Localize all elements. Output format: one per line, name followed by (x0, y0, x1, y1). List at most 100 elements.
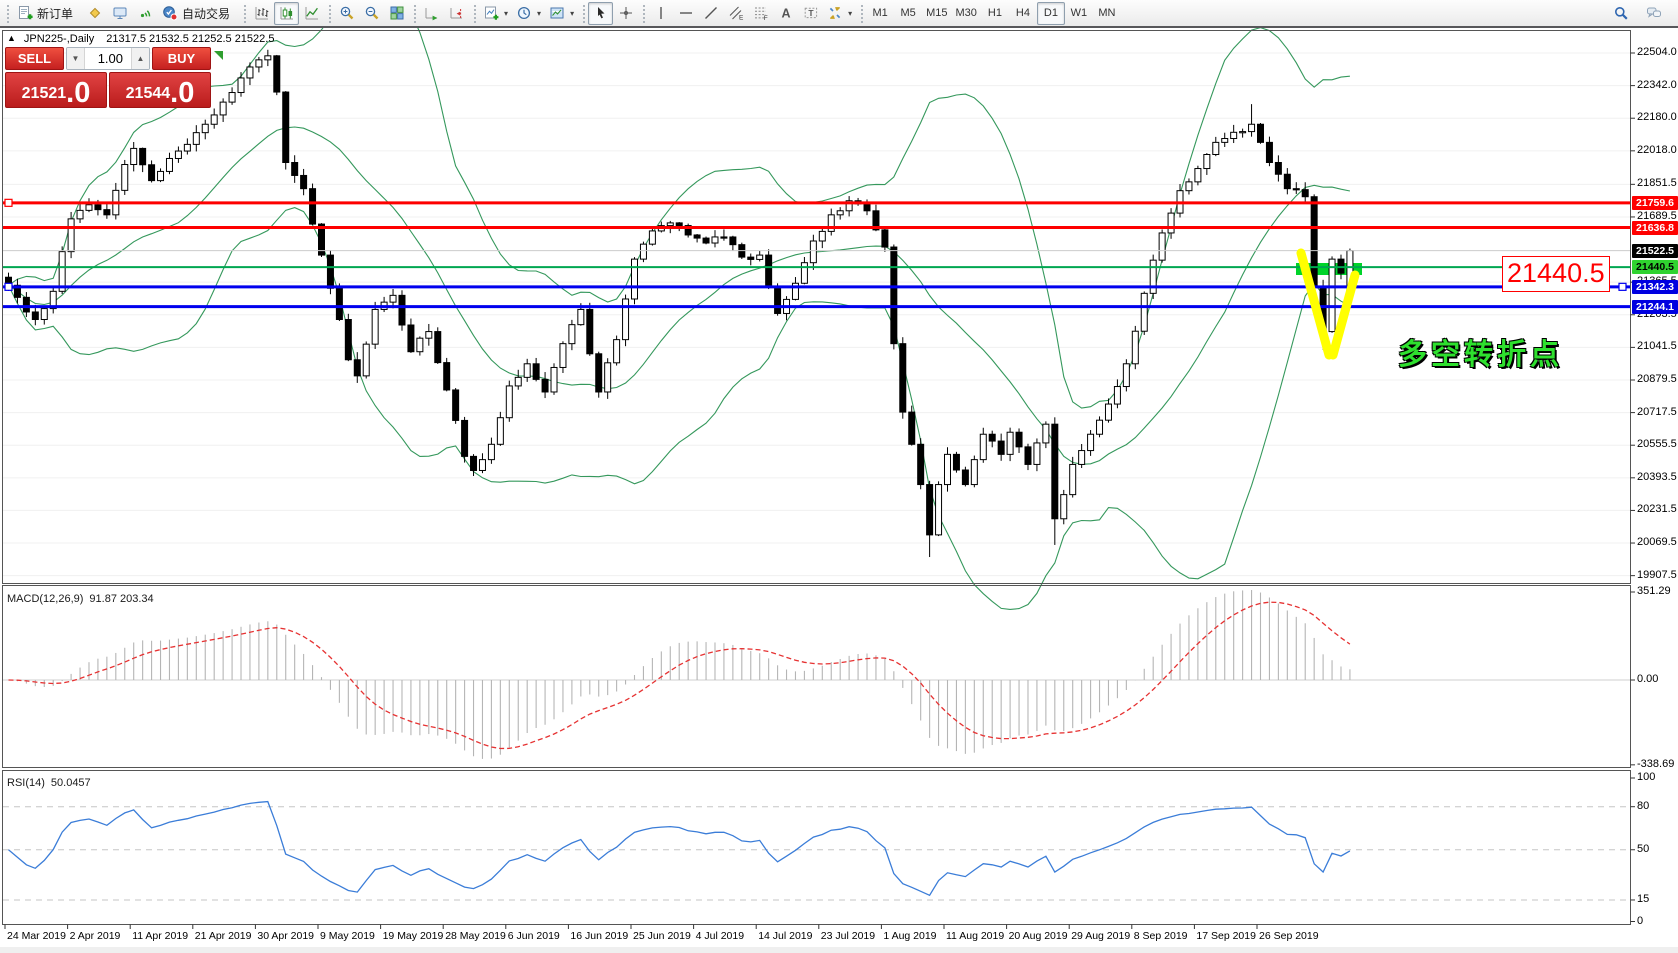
line-chart-button[interactable] (299, 2, 324, 25)
search-icon (1614, 7, 1628, 20)
dropdown-arrow-icon[interactable]: ▾ (537, 8, 542, 18)
new-order-icon (19, 6, 33, 20)
timeframe-MN-button[interactable]: MN (1093, 2, 1121, 25)
timeframe-W1-button[interactable]: W1 (1065, 2, 1093, 25)
crosshair-button[interactable] (613, 2, 638, 25)
hline-icon (679, 12, 692, 14)
toolbar-grip (242, 3, 247, 23)
toolbar-grip (859, 3, 864, 23)
bars-chart-button[interactable] (249, 2, 274, 25)
arrows-button[interactable]: ▾ (823, 2, 856, 25)
line-anchor-marker[interactable] (4, 198, 13, 207)
volume-decrease-button[interactable]: ▼ (67, 48, 85, 69)
indicators-button[interactable]: ▾ (479, 2, 512, 25)
autotrading-icon (163, 6, 178, 21)
text-button[interactable]: A (773, 2, 798, 25)
buy-price-main: 21544 (125, 85, 171, 102)
timeframe-D1-button[interactable]: D1 (1036, 1, 1065, 25)
svg-text:T: T (808, 8, 814, 18)
button-label: MN (1098, 7, 1116, 19)
toolbar-right-icons (1608, 2, 1676, 25)
bars-chart-icon (255, 7, 268, 20)
line-anchor-marker[interactable] (1618, 282, 1627, 291)
fibonacci-button[interactable]: F (748, 2, 773, 25)
button-label: M15 (926, 7, 948, 19)
button-label: M30 (955, 7, 977, 19)
chat-icon (1646, 7, 1661, 18)
timeframe-H1-button[interactable]: H1 (981, 2, 1009, 25)
chart-shift-icon (450, 8, 462, 19)
dropdown-arrow-icon[interactable]: ▾ (848, 8, 853, 18)
svg-text:A: A (781, 7, 790, 21)
templates-button[interactable]: ▾ (545, 2, 578, 25)
toolbar-grip (581, 3, 586, 23)
timeframe-M30-button[interactable]: M30 (952, 2, 981, 25)
candles-chart-icon (280, 7, 293, 20)
vline-button[interactable] (648, 2, 673, 25)
templates-icon (550, 7, 564, 19)
button-label: 自动交易 (182, 6, 231, 21)
trendline-icon (704, 7, 717, 19)
crosshair-icon (619, 7, 632, 19)
rsi-line (8, 800, 1351, 897)
sell-price-big-digit: .0 (66, 77, 91, 110)
timeframe-M5-button[interactable]: M5 (894, 2, 922, 25)
buy-button[interactable]: BUY (152, 47, 211, 70)
zoom-out-button[interactable] (359, 2, 384, 25)
signal-button[interactable] (132, 2, 157, 25)
zoom-in-button[interactable] (334, 2, 359, 25)
level-lines[interactable] (3, 198, 1630, 309)
label-button[interactable]: T (798, 2, 823, 25)
indicators-icon (485, 6, 499, 20)
chart-shift-button[interactable] (444, 2, 469, 25)
timeframe-H4-button[interactable]: H4 (1009, 2, 1037, 25)
collapse-triangle-icon[interactable]: ▲ (7, 33, 16, 43)
line-anchor-marker[interactable] (4, 282, 13, 291)
hline-button[interactable] (673, 2, 698, 25)
svg-text:F: F (763, 15, 767, 21)
signal-icon (140, 10, 150, 18)
volume-increase-button[interactable]: ▲ (131, 48, 149, 69)
price-grid (3, 52, 1630, 577)
button-label: D1 (1043, 7, 1058, 19)
svg-text:E: E (739, 15, 744, 22)
one-click-expand-icon[interactable] (214, 51, 223, 60)
autotrading-button[interactable]: 自动交易 (157, 2, 239, 25)
highlighter-button[interactable] (82, 2, 107, 25)
search-button[interactable] (1608, 2, 1633, 25)
timeframe-M15-button[interactable]: M15 (922, 2, 951, 25)
toolbar-grip (641, 3, 646, 23)
tile-windows-button[interactable] (384, 2, 409, 25)
turning-point-annotation[interactable]: 多空转折点 (1398, 339, 1564, 371)
zoom-out-icon (365, 6, 378, 20)
button-label: M1 (872, 7, 888, 19)
price-callout-label[interactable]: 21440.5 (1502, 256, 1610, 292)
chat-button[interactable] (1641, 2, 1666, 25)
macd-indicator-label: MACD(12,26,9) 91.87 203.34 (7, 593, 154, 605)
button-label: 新订单 (37, 6, 74, 21)
cursor-button[interactable] (588, 1, 614, 25)
channel-button[interactable]: E (723, 2, 748, 25)
macd-signal-line (8, 601, 1351, 750)
rsi-pane (3, 806, 1630, 901)
v-shape-annotation[interactable] (1296, 248, 1360, 360)
macd-histogram (16, 590, 1351, 759)
terminal-button[interactable] (107, 2, 132, 25)
timeframe-M1-button[interactable]: M1 (866, 2, 894, 25)
dropdown-arrow-icon[interactable]: ▾ (570, 8, 575, 18)
volume-input[interactable]: 1.00 (97, 51, 123, 66)
candles-chart-button[interactable] (274, 1, 300, 25)
sell-button[interactable]: SELL (5, 47, 64, 70)
dropdown-arrow-icon[interactable]: ▾ (504, 8, 509, 18)
buy-price-big-digit: .0 (170, 77, 195, 110)
sell-price-box[interactable]: 21521.0 (5, 72, 107, 108)
new-order-button[interactable]: 新订单 (12, 2, 82, 25)
buy-price-box[interactable]: 21544.0 (109, 72, 211, 108)
auto-scroll-button[interactable] (419, 2, 444, 25)
toolbar-grip (327, 3, 332, 23)
periods-button[interactable]: ▾ (512, 2, 545, 25)
trendline-button[interactable] (698, 2, 723, 25)
rsi-indicator-label: RSI(14) 50.0457 (7, 777, 91, 789)
